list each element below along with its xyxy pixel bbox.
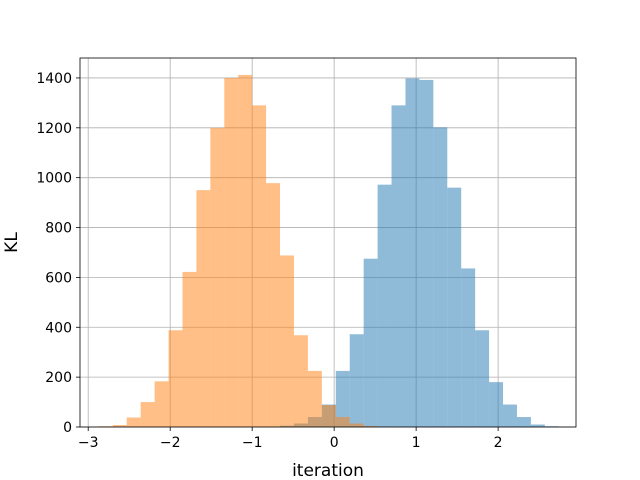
y-tick-label: 1000 [36, 171, 72, 187]
histogram-bar [349, 334, 364, 427]
histogram-bar [335, 370, 350, 427]
histogram-bar [419, 79, 434, 427]
y-tick-label: 0 [63, 420, 72, 436]
histogram-bar [126, 417, 141, 427]
histogram-bar [210, 127, 225, 427]
histogram-bar [475, 330, 490, 427]
y-tick-label: 400 [45, 320, 72, 336]
histogram-bar [461, 268, 476, 427]
histogram-bar [112, 425, 127, 427]
histogram-bar [293, 335, 308, 427]
histogram-bar [530, 424, 545, 427]
ticks: −3 −2 −1 0 1 2 0 200 400 600 800 1000 1200 1400 [36, 71, 502, 451]
histogram-bar [238, 74, 253, 428]
histogram-bar [363, 258, 378, 427]
bars [98, 74, 559, 428]
y-tick-label: 1400 [36, 71, 72, 87]
histogram-bar [307, 370, 322, 427]
histogram-bar [391, 105, 406, 428]
x-tick-label: −3 [78, 435, 99, 451]
x-tick-label: 1 [412, 435, 421, 451]
histogram-bar [321, 405, 336, 427]
y-tick-label: 600 [45, 270, 72, 286]
plot-area [80, 58, 576, 427]
histogram-bar [433, 127, 448, 427]
y-tick-label: 200 [45, 370, 72, 386]
x-tick-label: −2 [160, 435, 181, 451]
histogram-bar [266, 183, 281, 427]
histogram-bar [377, 184, 392, 427]
y-axis-label: KL [2, 232, 22, 253]
histogram-bar [349, 423, 364, 427]
histogram-bar [489, 382, 504, 427]
histogram-bar [363, 426, 378, 427]
histogram-bar [140, 402, 155, 427]
plot-frame [79, 57, 577, 428]
histogram-bar [280, 255, 294, 427]
series-0 [266, 78, 559, 428]
x-axis-label: iteration [292, 461, 364, 480]
histogram-bar [447, 187, 462, 427]
histogram-bar [224, 77, 239, 427]
x-tick-label: −1 [242, 435, 263, 451]
histogram-bar [503, 404, 517, 427]
histogram-bar [335, 417, 350, 427]
histogram-bar [405, 78, 420, 428]
x-tick-label: 0 [330, 435, 339, 451]
histogram-bar [196, 190, 211, 427]
histogram-bar [252, 105, 267, 428]
y-tick-label: 800 [45, 221, 72, 237]
series-1 [98, 74, 392, 428]
histogram-bar [182, 271, 197, 427]
histogram-bar [516, 417, 531, 427]
histogram-bar [168, 330, 183, 427]
x-tick-label: 2 [494, 435, 503, 451]
y-tick-label: 1200 [36, 121, 72, 137]
histogram-bar [154, 381, 169, 427]
